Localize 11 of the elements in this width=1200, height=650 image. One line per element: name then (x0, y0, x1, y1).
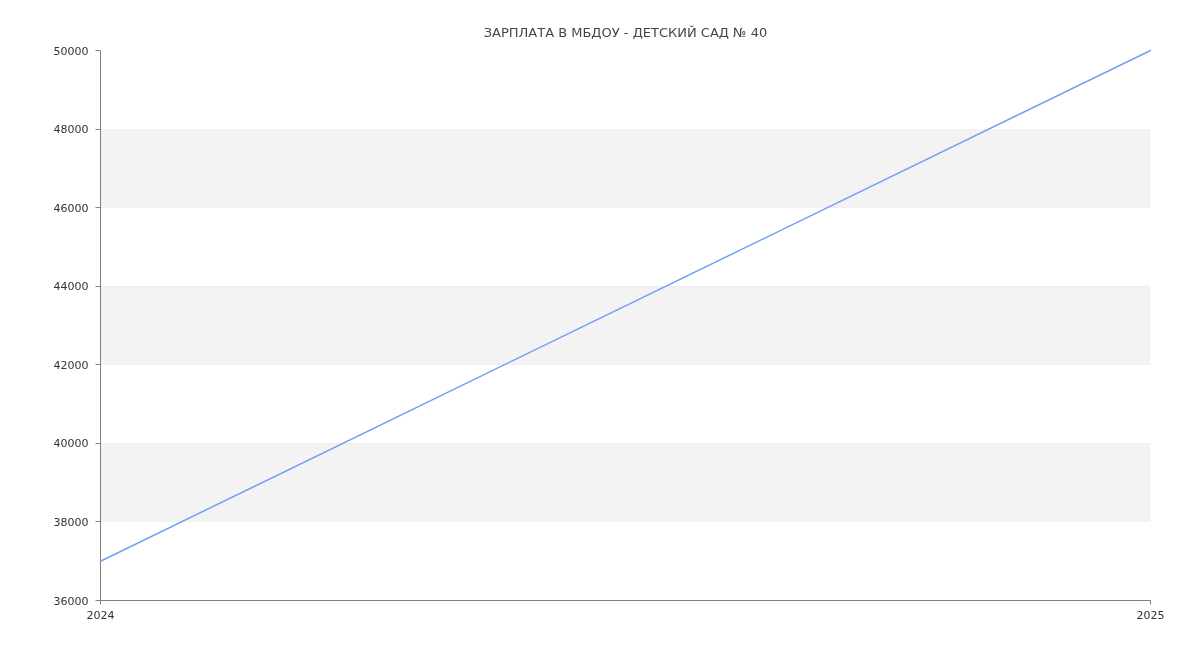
y-tick-label: 40000 (53, 437, 89, 451)
chart-title: ЗАРПЛАТА В МБДОУ - ДЕТСКИЙ САД № 40 (483, 24, 768, 40)
x-tick-label: 2024 (86, 608, 115, 622)
y-tick-label: 38000 (53, 515, 89, 529)
y-tick-label: 44000 (53, 280, 89, 294)
x-tick-label: 2025 (1136, 608, 1165, 622)
y-tick-label: 36000 (53, 594, 89, 608)
y-tick-label: 42000 (53, 358, 89, 372)
y-tick-label: 48000 (53, 123, 89, 137)
y-tick-label: 50000 (53, 44, 89, 58)
y-tick-label: 46000 (53, 201, 89, 215)
